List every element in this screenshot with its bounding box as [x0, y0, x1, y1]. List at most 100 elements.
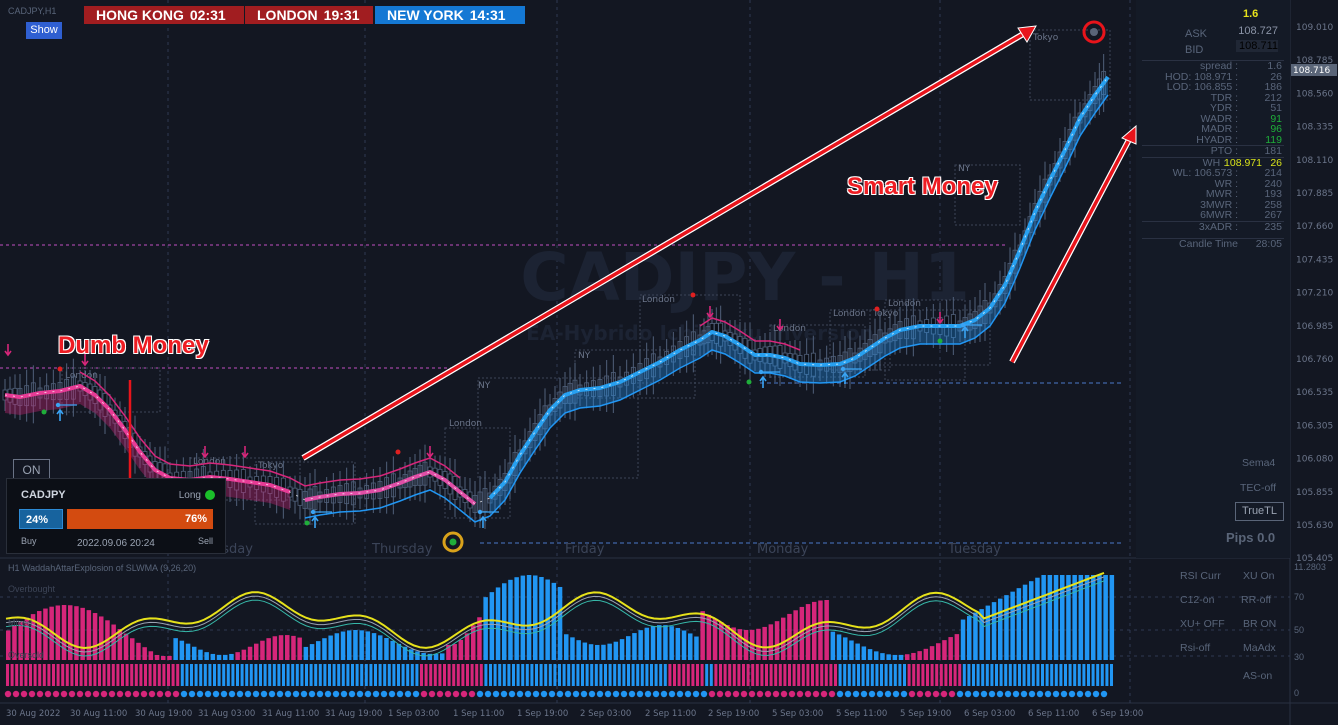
- histogram-bar: [533, 575, 538, 660]
- signal-line-2: [5, 580, 1105, 657]
- bid-label: BID: [1185, 44, 1204, 56]
- state-dot-icon: [772, 690, 780, 698]
- state-bar: [65, 664, 69, 686]
- state-bar: [378, 664, 382, 686]
- state-bar: [921, 664, 925, 686]
- state-bar: [912, 664, 916, 686]
- bottom-circle-icon: [442, 531, 464, 553]
- histogram-bar: [24, 617, 30, 660]
- state-bar: [751, 664, 755, 686]
- histogram-bar: [446, 644, 451, 660]
- state-bar: [429, 664, 433, 686]
- state-bar: [98, 664, 101, 686]
- state-bar: [249, 664, 253, 686]
- histogram-bar: [929, 646, 935, 660]
- histogram-bar: [644, 627, 650, 660]
- histogram-bar: [830, 631, 836, 660]
- histogram-bar: [1084, 575, 1090, 660]
- time-tick-label: 1 Sep 19:00: [517, 709, 568, 719]
- xu-plus-button[interactable]: XU+ OFF: [1180, 618, 1225, 630]
- show-button[interactable]: Show: [26, 22, 62, 39]
- histogram-bar: [731, 627, 736, 660]
- buy-arrow-icon: [311, 515, 319, 528]
- state-dot-icon: [148, 690, 156, 698]
- truetl-button[interactable]: TrueTL: [1235, 502, 1284, 521]
- histogram-bar: [1109, 575, 1115, 660]
- state-dot-icon: [604, 690, 612, 698]
- state-bar: [125, 664, 129, 686]
- state-bar: [811, 664, 814, 686]
- state-dot-icon: [388, 690, 396, 698]
- session-box-label: London: [449, 419, 482, 429]
- histogram-bar: [167, 656, 172, 660]
- state-bar: [760, 664, 764, 686]
- state-bar: [1110, 664, 1113, 686]
- histogram-bar: [836, 634, 842, 660]
- state-bar: [420, 664, 423, 686]
- state-bar: [102, 664, 106, 686]
- histogram-bar: [979, 609, 984, 660]
- state-dot-icon: [404, 690, 412, 698]
- day-label: Thursday: [371, 542, 433, 557]
- state-dot-icon: [1052, 690, 1060, 698]
- maadx-button[interactable]: MaAdx: [1243, 642, 1276, 654]
- long-arrow-line: [302, 28, 1031, 460]
- state-bar: [599, 664, 603, 686]
- state-bar: [318, 664, 322, 686]
- state-dot-icon: [132, 690, 140, 698]
- rr-off-button[interactable]: RR-off: [1241, 594, 1272, 606]
- state-bar: [659, 664, 663, 686]
- state-bar: [240, 664, 244, 686]
- state-bar: [1082, 664, 1086, 686]
- rsi-off-button[interactable]: Rsi-off: [1180, 642, 1211, 654]
- state-dot-icon: [428, 690, 436, 698]
- state-bar: [199, 664, 203, 686]
- histogram-bar: [347, 630, 352, 660]
- state-bar: [134, 664, 138, 686]
- high-dot-icon: [690, 292, 696, 298]
- c12-button[interactable]: C12-on: [1180, 594, 1215, 606]
- session-box-label: Tokyo: [1032, 33, 1059, 43]
- low-dot-icon: [41, 409, 47, 415]
- state-bar: [15, 664, 19, 686]
- info-value: 26: [1270, 70, 1282, 83]
- state-bar: [516, 664, 520, 686]
- histogram-bar: [768, 624, 774, 660]
- histogram-bar: [613, 641, 619, 660]
- pin-dot-icon: [55, 402, 61, 408]
- state-bar: [222, 664, 226, 686]
- info-row: 6MWR : 267: [1142, 210, 1284, 221]
- state-dot-icon: [892, 690, 900, 698]
- histogram-bar: [954, 634, 960, 660]
- state-bar: [139, 664, 143, 686]
- state-dot-icon: [60, 690, 68, 698]
- session-box: [1029, 29, 1111, 101]
- rsi-curr-button[interactable]: RSI Curr: [1180, 570, 1221, 582]
- long-arrow-head-icon: [1017, 25, 1037, 43]
- state-dot-icon: [188, 690, 196, 698]
- state-dot-icon: [860, 690, 868, 698]
- state-dot-icon: [308, 690, 316, 698]
- histogram-bar: [278, 635, 284, 660]
- oscillator-line: [5, 571, 1105, 649]
- histogram-bar: [322, 638, 327, 660]
- info-key: WADR :: [1200, 112, 1238, 125]
- xu-on-button[interactable]: XU On: [1243, 570, 1275, 582]
- histogram-bar: [223, 654, 228, 660]
- histogram-bar: [247, 646, 253, 660]
- histogram-bar: [799, 606, 805, 660]
- state-bar: [121, 664, 124, 686]
- state-bar: [893, 664, 897, 686]
- info-key: MWR :: [1205, 188, 1238, 200]
- as-on-button[interactable]: AS-on: [1243, 670, 1273, 682]
- info-value: 193: [1264, 188, 1282, 200]
- br-on-button[interactable]: BR ON: [1243, 618, 1277, 630]
- histogram-bar: [905, 654, 910, 660]
- info-row: 3xADR : 235: [1142, 220, 1284, 233]
- state-bar: [815, 664, 819, 686]
- state-dot-icon: [988, 690, 996, 698]
- histogram-bar: [328, 635, 333, 660]
- histogram-bar: [582, 642, 588, 660]
